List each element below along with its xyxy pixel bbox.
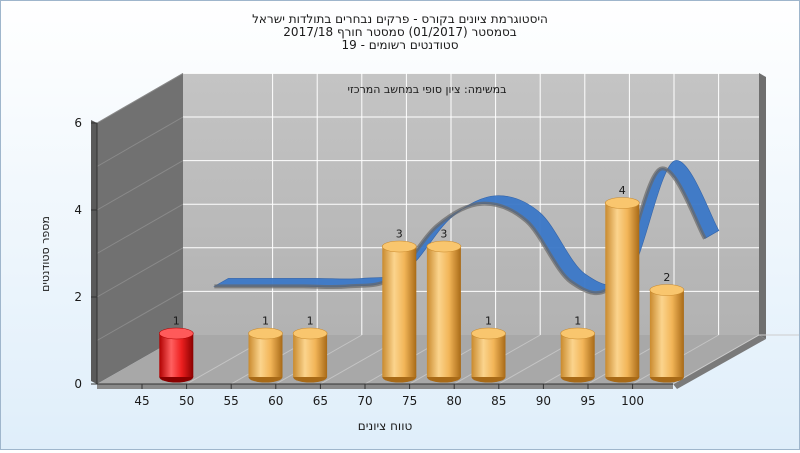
grid-line-left-wall xyxy=(96,290,184,341)
x-tick-label: 60 xyxy=(268,394,283,408)
y-axis-label: מספר סטודנטים xyxy=(39,216,52,292)
back-wall-shadow xyxy=(759,73,766,339)
x-tick-label: 65 xyxy=(313,394,328,408)
bar-body xyxy=(649,290,684,377)
bar-body xyxy=(605,203,640,377)
y-axis-ticks: 0 2 4 6 xyxy=(74,116,97,391)
bar-data-label: 3 xyxy=(396,228,403,241)
bar-data-label: 1 xyxy=(307,315,314,328)
bar-data-label: 1 xyxy=(485,315,492,328)
bar-data-label: 2 xyxy=(663,271,670,284)
y-tick-label: 0 xyxy=(74,377,82,391)
bar-top xyxy=(649,284,685,296)
bar-top xyxy=(159,327,194,340)
bar-top xyxy=(248,327,283,340)
x-tick-label: 95 xyxy=(580,394,595,408)
bar: 1 xyxy=(159,315,194,383)
bar-top xyxy=(604,197,640,209)
chart-subtitle: במשימה: ציון סופי במחשב המרכזי xyxy=(347,83,506,96)
y-tick-label: 2 xyxy=(74,290,82,304)
grid-line-left-wall xyxy=(96,203,184,254)
x-tick-label: 80 xyxy=(447,394,462,408)
grid-line-left-wall xyxy=(96,247,184,298)
x-tick-label: 90 xyxy=(536,394,551,408)
bar-body xyxy=(293,333,328,377)
bar-data-label: 1 xyxy=(574,315,581,328)
x-tick-label: 55 xyxy=(224,394,239,408)
bar-top xyxy=(560,327,596,340)
bar-top xyxy=(381,240,417,253)
bar-top xyxy=(471,327,506,340)
bars-group: 1 1 1 3 3 1 1 4 2 xyxy=(159,184,685,383)
bar: 3 xyxy=(426,228,462,383)
bar-data-label: 1 xyxy=(262,315,269,328)
x-tick-label: 45 xyxy=(134,394,149,408)
bar-data-label: 1 xyxy=(173,315,180,328)
y-tick-label: 4 xyxy=(74,203,82,217)
grid-line-left-wall xyxy=(96,72,184,124)
chart-title-line-1: היסטוגרמת ציונים בקורס - פרקים נבחרים בת… xyxy=(252,12,548,26)
floor-extension-right xyxy=(672,334,800,385)
chart-title-line-3: סטודנטים רשומים - 19 xyxy=(341,38,458,52)
bar: 1 xyxy=(471,315,506,383)
bar-top xyxy=(426,240,462,253)
x-tick-label: 85 xyxy=(491,394,506,408)
bar-top xyxy=(292,327,328,340)
bar-body xyxy=(560,333,595,377)
chart-title-line-2: בסמסטר (01/2017) סמסטר חורף 2017/18 xyxy=(283,25,516,39)
bar-body xyxy=(159,333,194,377)
bar-body xyxy=(471,333,506,377)
left-wall-edge xyxy=(91,120,97,384)
x-tick-label: 70 xyxy=(357,394,372,408)
bar-data-label: 4 xyxy=(619,184,626,197)
bar: 1 xyxy=(292,315,328,383)
bar-body xyxy=(426,246,461,377)
bar: 3 xyxy=(381,228,417,383)
bar: 4 xyxy=(604,184,640,383)
bar-data-label: 3 xyxy=(440,228,447,241)
floor-side-edge xyxy=(673,335,766,389)
bar-body xyxy=(248,333,283,377)
x-axis-label: טווח ציונים xyxy=(358,419,413,433)
x-tick-label: 75 xyxy=(402,394,417,408)
grid-line-left-wall xyxy=(96,160,184,211)
x-tick-label: 50 xyxy=(179,394,194,408)
x-axis-ticks: 45 50 55 60 65 70 75 80 85 90 95 100 xyxy=(134,384,644,408)
grid-line-left-wall xyxy=(96,116,184,167)
bar: 1 xyxy=(248,315,283,383)
y-tick-label: 6 xyxy=(74,116,82,130)
bar: 2 xyxy=(649,271,685,383)
bar: 1 xyxy=(560,315,596,383)
bar-body xyxy=(382,246,417,377)
x-tick-label: 100 xyxy=(621,394,644,408)
floor-front-edge xyxy=(97,384,673,389)
